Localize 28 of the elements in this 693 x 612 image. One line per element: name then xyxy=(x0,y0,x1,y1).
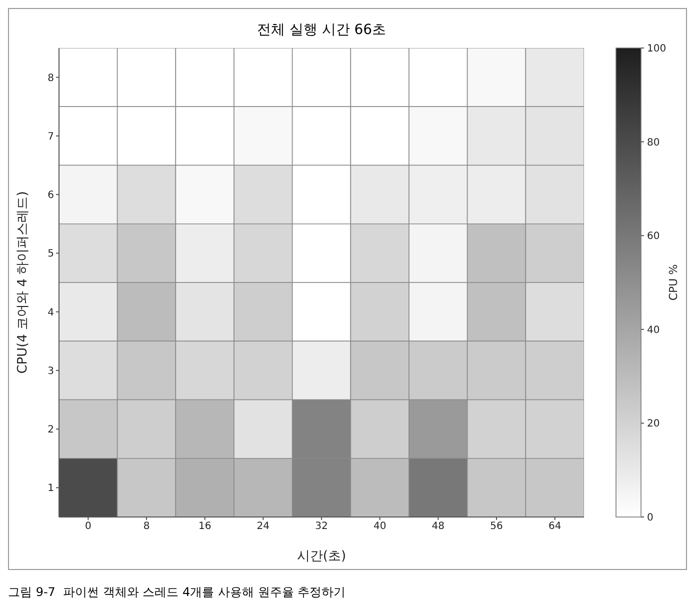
x-tick-label: 24 xyxy=(256,521,270,532)
x-tick-label: 8 xyxy=(143,521,150,532)
caption: 그림 9-7 파이썬 객체와 스레드 4개를 사용해 원주율 추정하기 xyxy=(8,584,347,601)
x-tick-label: 48 xyxy=(432,521,445,532)
x-tick-label: 16 xyxy=(198,521,212,532)
x-axis-title: 시간(초) xyxy=(296,549,346,564)
x-tick-label: 32 xyxy=(315,521,328,532)
x-tick-label: 40 xyxy=(373,521,386,532)
y-tick-label: 2 xyxy=(48,424,54,436)
x-tick-label: 64 xyxy=(548,521,562,532)
y-tick-label: 8 xyxy=(48,72,54,84)
color-bar-label: 40 xyxy=(647,324,660,336)
y-tick-label: 6 xyxy=(48,190,54,202)
color-bar-label: 80 xyxy=(647,137,660,148)
x-tick-label: 0 xyxy=(84,521,92,532)
color-bar-label: 0 xyxy=(647,512,654,524)
y-tick-label: 7 xyxy=(48,131,54,142)
x-tick-label: 56 xyxy=(490,521,503,532)
y-tick-label: 1 xyxy=(48,483,54,494)
chart-title: 전체 실행 시간 66초 xyxy=(256,21,388,39)
y-tick-label: 3 xyxy=(48,366,54,377)
color-bar-label: 100 xyxy=(647,44,666,54)
y-axis-title: CPU(4 코어와 4 하이퍼스레드) xyxy=(16,191,31,374)
color-bar-title: CPU % xyxy=(667,264,680,301)
color-bar-label: 60 xyxy=(647,231,660,242)
y-tick-label: 4 xyxy=(48,307,54,318)
color-bar-label: 20 xyxy=(647,418,660,430)
y-tick-label: 5 xyxy=(48,248,54,260)
